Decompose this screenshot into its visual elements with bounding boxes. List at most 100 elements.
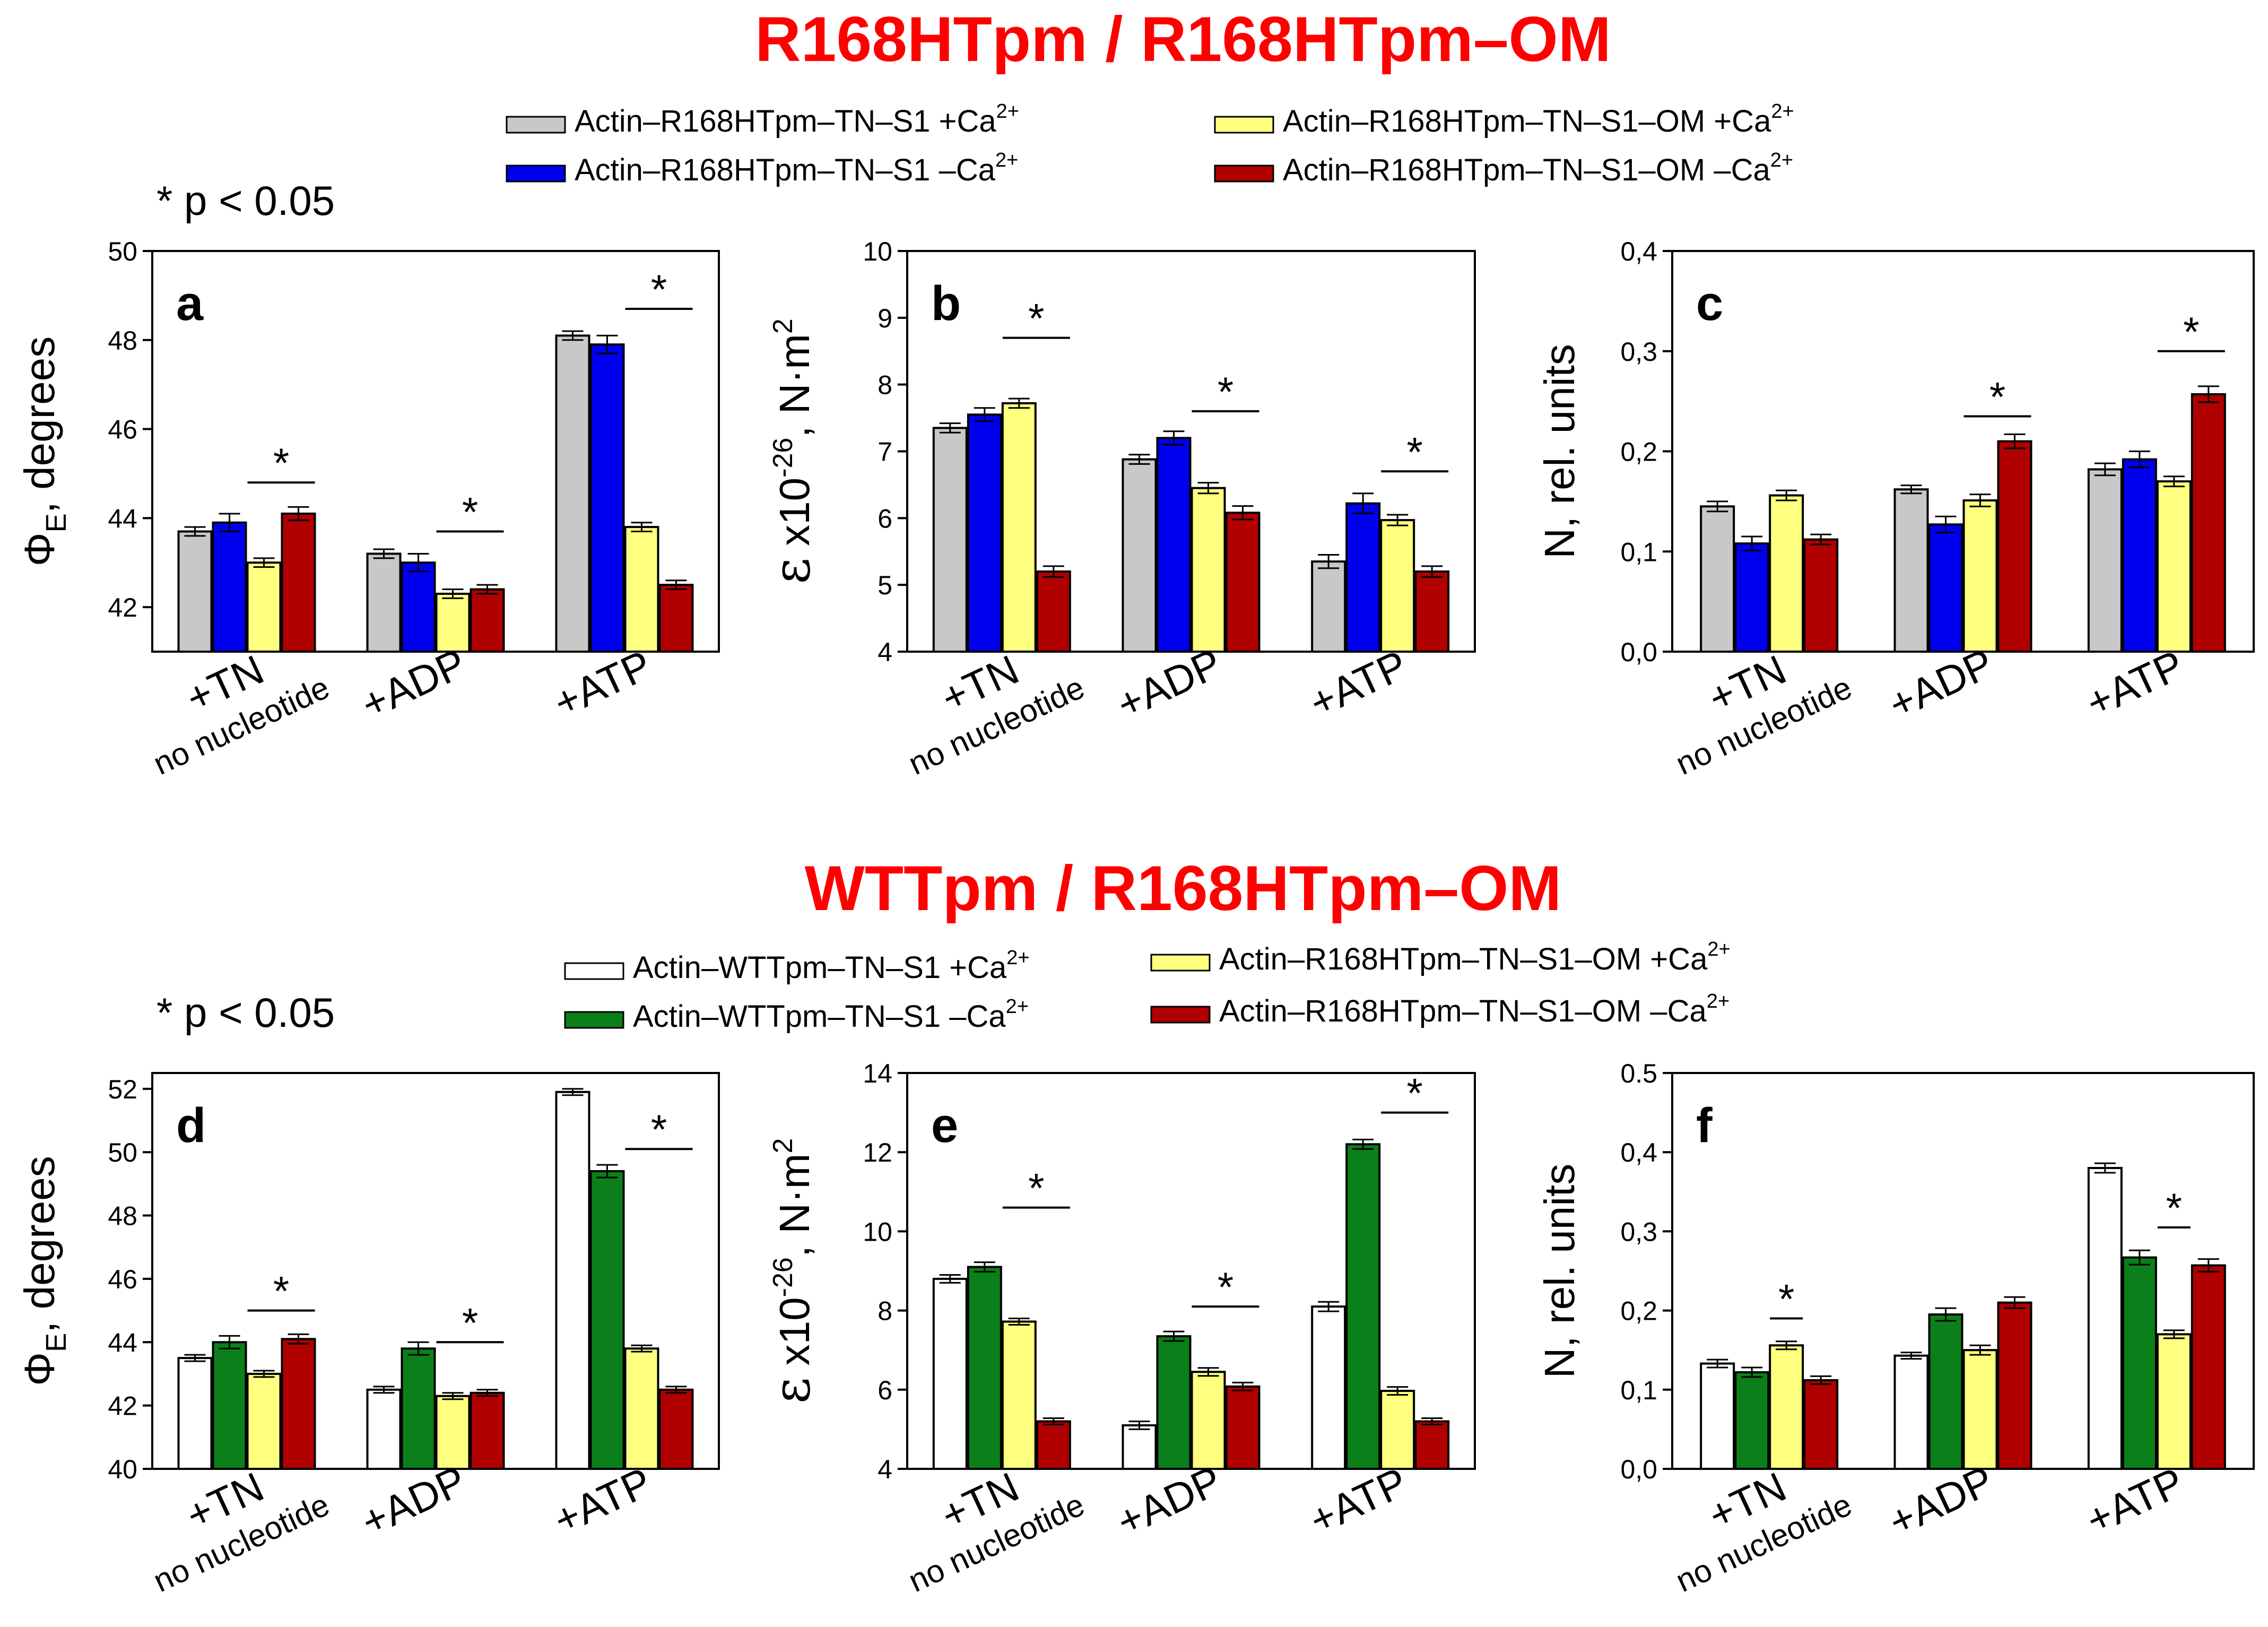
y-tick-label: 0,1 (1620, 1375, 1657, 1405)
legend-label: Actin–WTTpm–TN–S1 +Ca2+ (633, 947, 1030, 985)
bar (967, 1266, 1002, 1470)
legend-swatch (1150, 1006, 1211, 1024)
bar (2191, 1264, 2226, 1470)
bar (366, 1388, 402, 1470)
significance-star: * (462, 1299, 478, 1346)
bar (1191, 1371, 1226, 1470)
bar (470, 588, 505, 653)
legend-top: Actin–R168HTpm–TN–S1 +Ca2+ Actin–R168HTpm… (506, 100, 1794, 187)
category-label: +ATP (2079, 641, 2191, 726)
y-tick-label: 0,0 (1620, 637, 1657, 667)
y-tick-label: 10 (863, 1217, 892, 1247)
bar (1156, 1335, 1192, 1470)
panel-letter: c (1696, 276, 1723, 331)
y-tick-label: 0,0 (1620, 1455, 1657, 1484)
bar (2087, 1167, 2123, 1470)
bar (246, 561, 282, 653)
y-tick-label: 4 (877, 1455, 892, 1484)
y-tick-label: 50 (108, 1138, 137, 1167)
bar (1156, 437, 1192, 653)
section-title-top: R168HTpm / R168HTpm–OM (755, 4, 1611, 75)
significance-star: * (273, 439, 289, 486)
legend-label: Actin–R168HTpm–TN–S1–OM –Ca2+ (1283, 149, 1793, 187)
bar (1962, 499, 1998, 653)
bar (1928, 1313, 1963, 1470)
section-title-bottom: WTTpm / R168HTpm–OM (805, 853, 1562, 924)
panel-letter: e (931, 1098, 958, 1153)
bar (1001, 402, 1037, 653)
bar (1036, 570, 1071, 653)
bar (555, 334, 590, 653)
bar (658, 1388, 694, 1470)
bar (1191, 487, 1226, 653)
significance-star: * (1028, 1165, 1044, 1211)
legend-swatch (1214, 165, 1274, 183)
bar (435, 592, 471, 653)
bar (1997, 1301, 2032, 1470)
y-tick-label: 0,2 (1620, 1296, 1657, 1326)
bar (1380, 1390, 1415, 1470)
significance-star: * (1778, 1276, 1794, 1322)
bar (1414, 1420, 1450, 1470)
significance-star: * (1406, 1070, 1422, 1117)
y-tick-label: 0,4 (1620, 1138, 1657, 1167)
y-tick-label: 0,2 (1620, 437, 1657, 467)
y-tick-label: 9 (877, 304, 892, 333)
y-tick-label: 8 (877, 1296, 892, 1326)
bar (967, 413, 1002, 653)
category-label: +ADP (1110, 639, 1229, 728)
bar (1803, 538, 1839, 653)
bar (1893, 1354, 1929, 1470)
bar (1769, 1344, 1804, 1470)
significance-star: * (1406, 428, 1422, 475)
y-tick-label: 0,3 (1620, 1217, 1657, 1247)
bar (1997, 440, 2032, 653)
y-tick-label: 14 (863, 1059, 892, 1088)
y-tick-label: 46 (108, 415, 137, 445)
bar (1345, 1143, 1381, 1470)
category-label: +ADP (1110, 1457, 1229, 1545)
bar (1345, 502, 1381, 653)
panel-letter: a (176, 276, 204, 331)
y-tick-label: 12 (863, 1138, 892, 1167)
bar (366, 552, 402, 653)
y-axis-label: ε x10-26, N·m2 (762, 318, 821, 584)
bar (2122, 458, 2157, 653)
y-tick-label: 0.5 (1620, 1059, 1657, 1088)
significance-star: * (1218, 368, 1233, 415)
bar (624, 1347, 659, 1470)
bar (555, 1091, 590, 1470)
legend-swatch (1150, 954, 1211, 972)
panel-f: 0,00,10,20,30,40.5fN, rel. units **+TNno … (1536, 1059, 2255, 1599)
y-tick-label: 8 (877, 370, 892, 400)
bar (401, 561, 436, 653)
y-axis-label: ε x10-26, N·m2 (762, 1138, 821, 1404)
pvalue-note-bottom: * p < 0.05 (157, 989, 335, 1036)
y-tick-label: 0,4 (1620, 237, 1657, 266)
bar (401, 1347, 436, 1470)
bar (281, 1338, 316, 1470)
pvalue-note-top: * p < 0.05 (157, 177, 335, 224)
bar (2122, 1256, 2157, 1470)
legend-swatch (506, 165, 566, 183)
bar (1414, 570, 1450, 653)
bar (1962, 1349, 1998, 1470)
y-tick-label: 5 (877, 570, 892, 600)
bar (1036, 1420, 1071, 1470)
significance-star: * (2166, 1184, 2182, 1231)
legend-swatch (506, 116, 566, 134)
category-label: +ADP (354, 1457, 473, 1545)
bar (1311, 1305, 1346, 1470)
bar (1734, 1371, 1770, 1470)
bar (1311, 560, 1346, 653)
panel-letter: f (1696, 1098, 1713, 1153)
bar (2191, 393, 2226, 653)
legend-swatch (564, 962, 624, 980)
legend-bottom: Actin–WTTpm–TN–S1 +Ca2+ Actin–WTTpm–TN–S1… (564, 938, 1731, 1034)
bar (624, 526, 659, 653)
bar (1380, 519, 1415, 653)
bar (932, 427, 968, 653)
panel-letter: b (931, 276, 961, 331)
